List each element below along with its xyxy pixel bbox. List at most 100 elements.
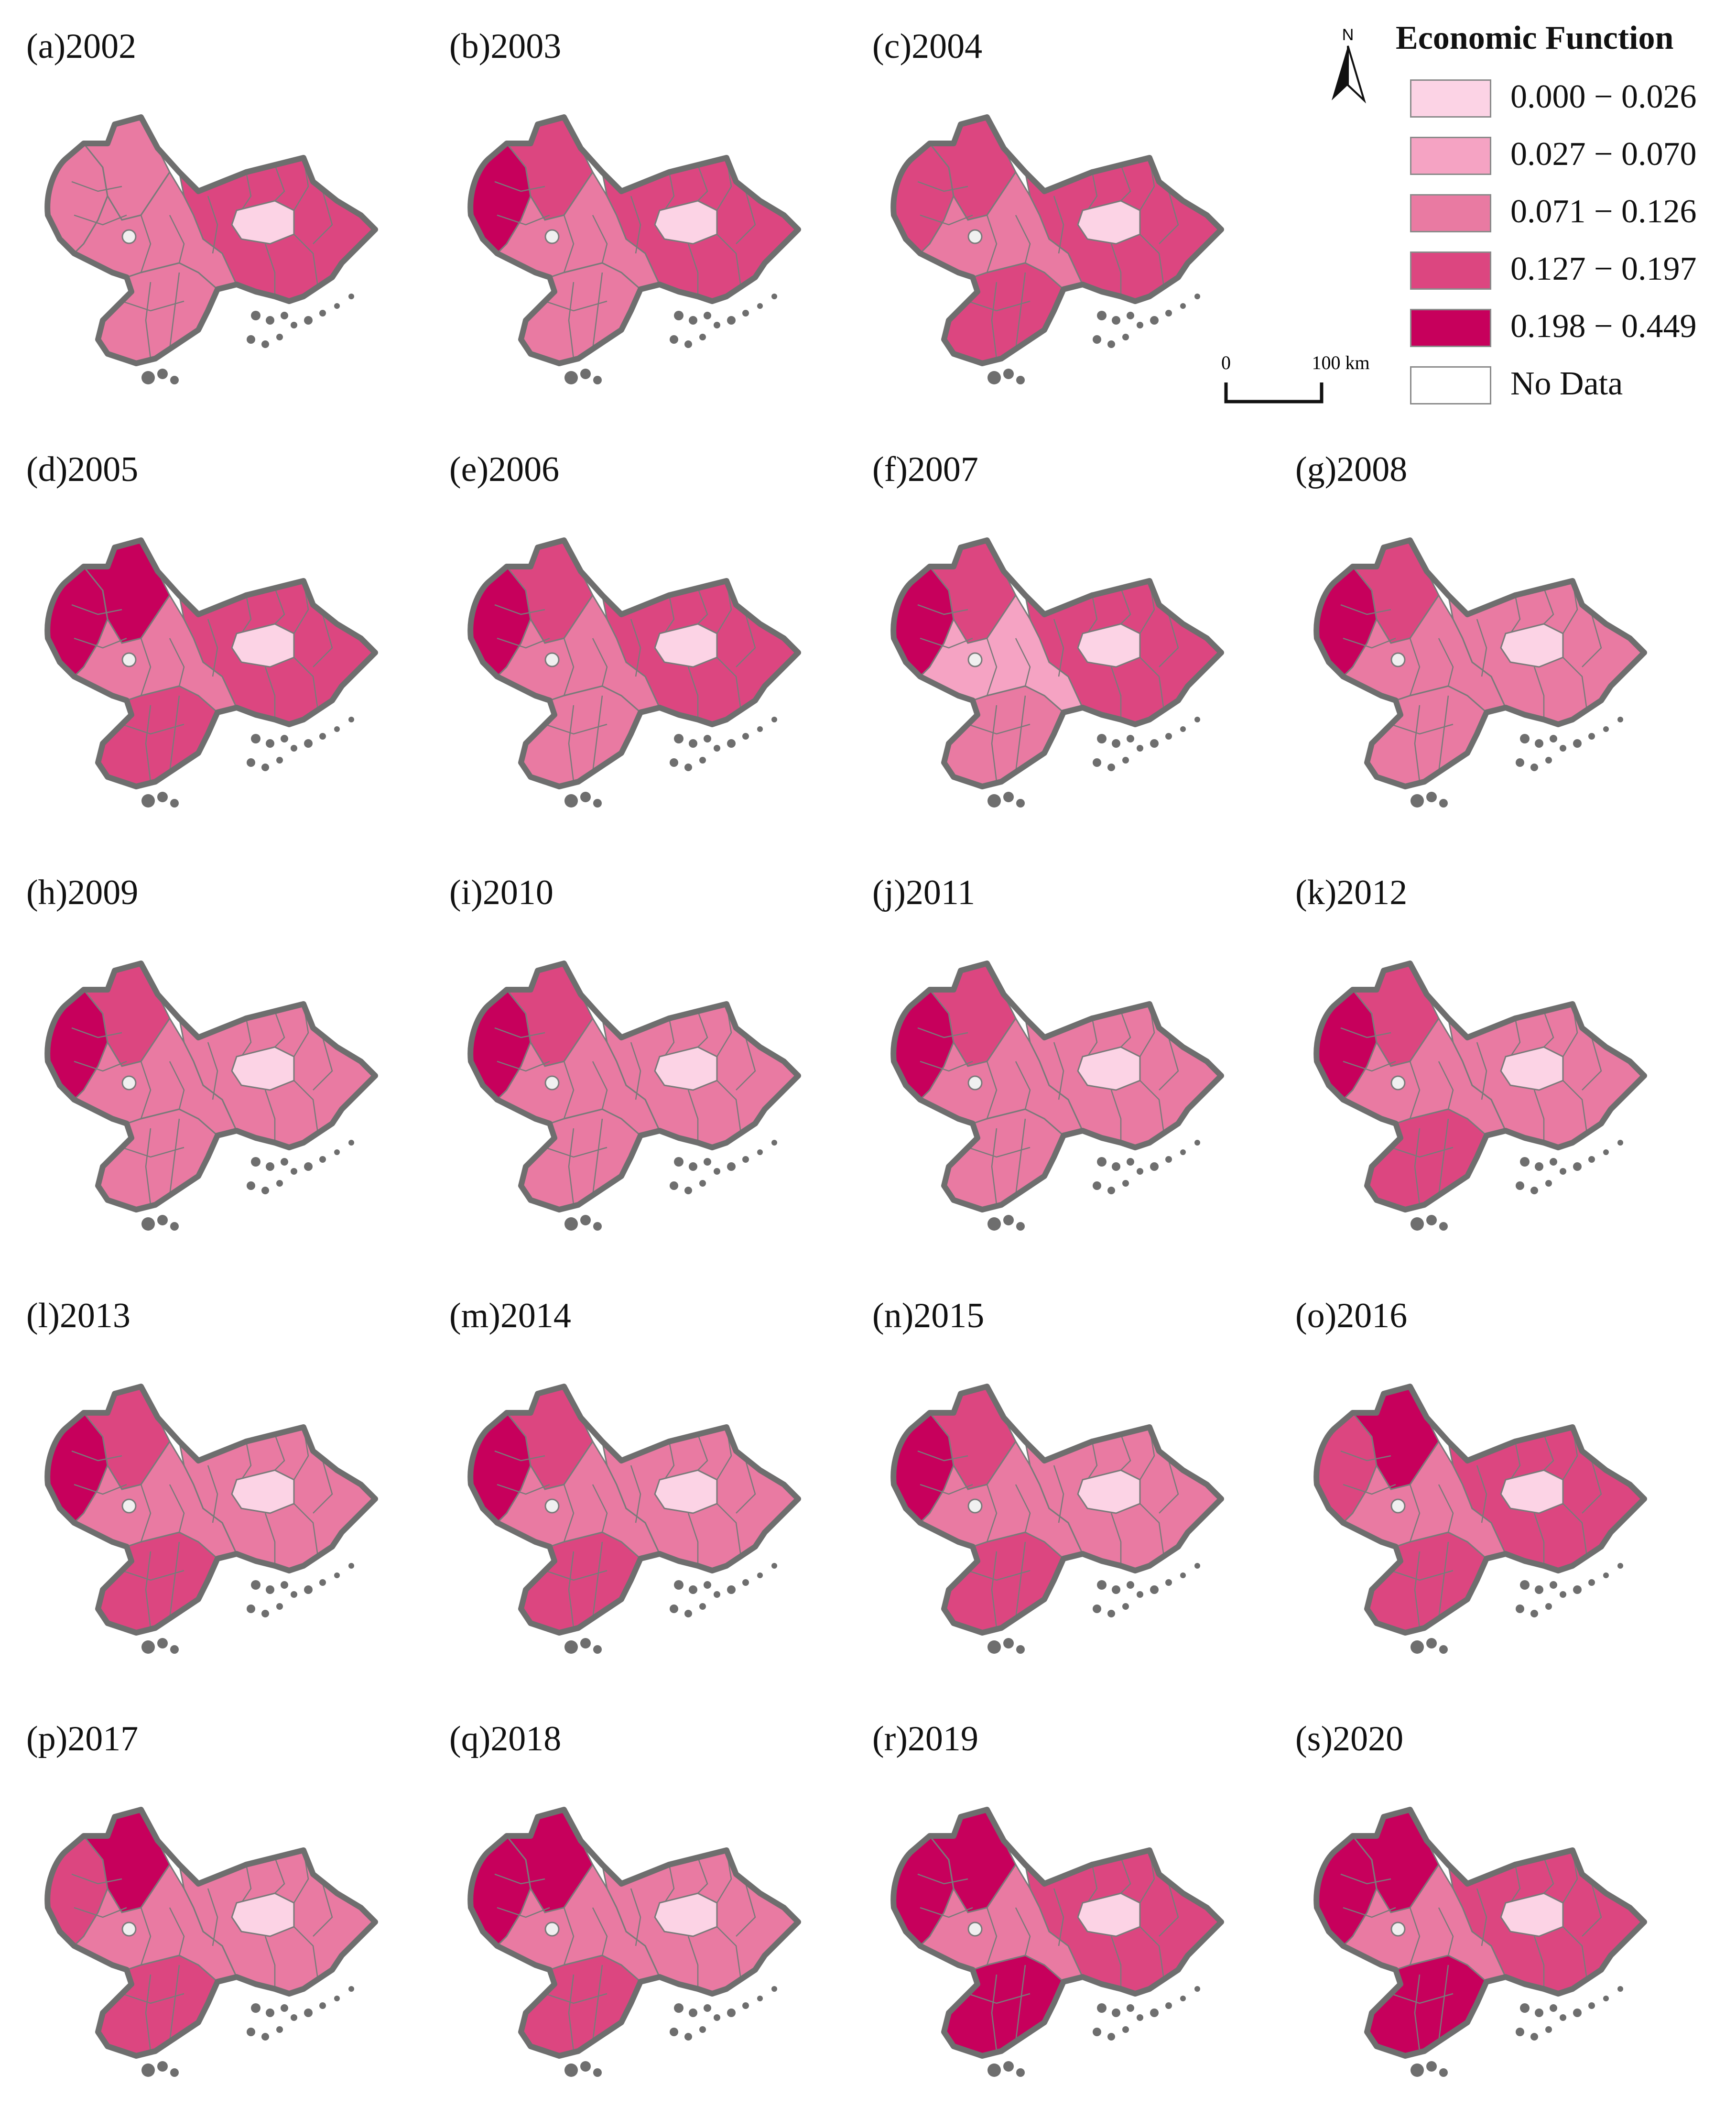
island (281, 735, 288, 742)
district-border (169, 1541, 180, 1619)
region-bay-district (1077, 1892, 1141, 1937)
island (689, 316, 697, 325)
island (564, 1640, 578, 1654)
island (319, 2002, 326, 2009)
panel-label: (n)2015 (872, 1296, 985, 1335)
island (141, 1640, 155, 1654)
island (1127, 2004, 1134, 2012)
district-border (313, 1460, 333, 1514)
district-border (687, 1936, 699, 1989)
island (1560, 1591, 1566, 1598)
enclave (967, 652, 983, 667)
district-border (592, 1541, 603, 1619)
district-border (592, 1965, 603, 2042)
island (684, 1610, 692, 1617)
north-arrow-left-half (1332, 46, 1348, 100)
enclave (1390, 1498, 1406, 1514)
island (987, 794, 1001, 808)
map-panel: (k)2012 (1295, 875, 1687, 1238)
island (170, 2068, 179, 2077)
district-border (71, 1450, 122, 1462)
island (1097, 1157, 1107, 1167)
region-outline (467, 1807, 801, 2059)
district-border (1509, 1441, 1521, 1480)
island (304, 1585, 313, 1594)
island (1439, 1645, 1448, 1654)
district-border (121, 1146, 184, 1158)
island (1122, 1603, 1129, 1610)
region-south (520, 262, 641, 364)
district-border (630, 619, 641, 677)
island (266, 316, 274, 325)
island (1535, 1162, 1543, 1171)
island (564, 371, 578, 384)
island (1550, 1581, 1557, 1589)
region-outline (44, 1807, 378, 2059)
legend-item-class-5: 0.198 − 0.449 (1410, 306, 1725, 349)
district-border (920, 637, 973, 649)
region-south (1366, 1531, 1487, 1634)
island (251, 734, 260, 743)
island (266, 1585, 274, 1594)
island (1617, 1140, 1623, 1146)
island (1112, 739, 1120, 748)
island (157, 792, 168, 802)
island (1603, 1572, 1609, 1578)
district-border (1533, 1090, 1545, 1143)
district-border (1159, 1883, 1179, 1937)
scale-bar-line (1224, 382, 1324, 404)
district-border (716, 1080, 742, 1134)
district-border (1159, 614, 1179, 667)
region-bay-district (1077, 200, 1141, 245)
map-panel: (a)2002 (26, 29, 418, 392)
region-bay-district (1500, 1892, 1564, 1937)
island (1016, 799, 1025, 808)
island (1535, 739, 1543, 748)
panel-label: (h)2009 (26, 873, 139, 912)
district-border (1509, 595, 1521, 634)
island (1107, 2033, 1115, 2041)
island (261, 2033, 269, 2041)
district-border (687, 243, 699, 296)
island (593, 376, 602, 384)
island (1122, 1180, 1129, 1187)
district-border (1053, 1042, 1064, 1100)
region-bay-district (1500, 623, 1564, 668)
district-border (497, 214, 550, 226)
island (247, 2028, 255, 2036)
island (771, 1140, 777, 1146)
enclave (1390, 652, 1406, 667)
district-border (1053, 196, 1064, 254)
island (291, 2014, 297, 2021)
district-border (169, 1484, 185, 1533)
legend-label: 0.027 − 0.070 (1510, 136, 1697, 173)
island (247, 335, 255, 344)
district-border (986, 638, 998, 696)
map-panel: (g)2008 (1295, 452, 1687, 815)
island (157, 2061, 168, 2072)
district-border (568, 1551, 575, 1628)
island (1003, 1638, 1014, 1648)
island (757, 1572, 763, 1578)
panel-label: (c)2004 (872, 27, 983, 66)
district-border (71, 1027, 122, 1038)
island (727, 2009, 736, 2017)
island (1165, 1156, 1172, 1163)
island (674, 311, 684, 320)
district-border (1414, 1128, 1421, 1205)
region-bay-district (231, 623, 295, 668)
district-border (1414, 1551, 1421, 1628)
island (1588, 2002, 1595, 2009)
district-border (1582, 1883, 1602, 1937)
island (580, 1638, 591, 1648)
choropleth-map (1313, 1384, 1647, 1654)
district-border (1159, 191, 1179, 244)
island (1150, 1585, 1159, 1594)
island (1560, 1168, 1566, 1175)
district-border (736, 614, 756, 667)
district-border (121, 1993, 184, 2004)
island (348, 1563, 354, 1569)
district-border (494, 1450, 545, 1462)
region-outline (1313, 1384, 1647, 1636)
choropleth-map (1313, 961, 1647, 1231)
